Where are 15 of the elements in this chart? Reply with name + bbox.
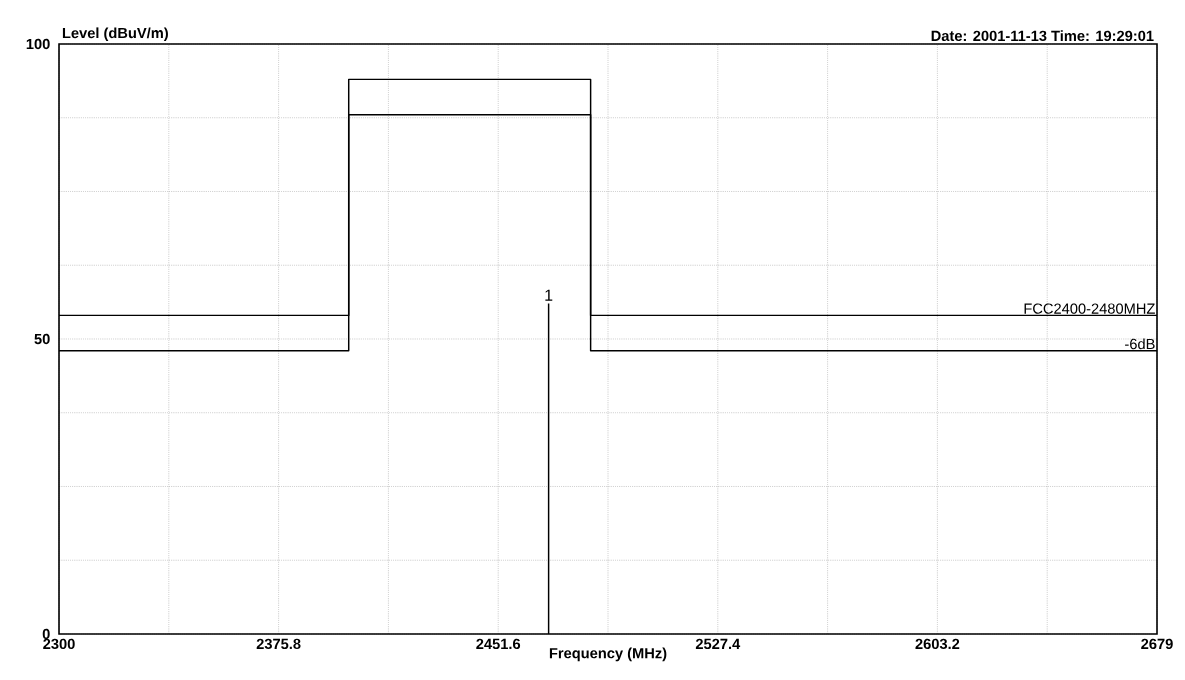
y-tick-label: 100 xyxy=(26,38,50,50)
series-label: -6dB xyxy=(1125,338,1155,350)
x-tick-label: 2603.2 xyxy=(915,638,960,650)
x-tick-label: 2300 xyxy=(43,638,75,650)
x-tick-label: 2527.4 xyxy=(695,638,741,650)
x-tick-label: 2375.8 xyxy=(256,638,301,650)
series-label: FCC2400-2480MHZ xyxy=(1024,303,1155,314)
y-tick-label: 50 xyxy=(34,333,50,345)
x-tick-label: 2679 xyxy=(1141,638,1173,650)
text: Date: 2001-11-13 Time: 19:29:01 xyxy=(931,30,1154,42)
x-axis-title: Frequency (MHz) xyxy=(549,647,667,662)
y-axis-title: Level (dBuV/m) xyxy=(62,27,168,42)
x-tick-label: 2451.6 xyxy=(476,638,521,650)
y-tick-label: 0 xyxy=(42,628,50,640)
annotation: 1 xyxy=(545,289,553,301)
